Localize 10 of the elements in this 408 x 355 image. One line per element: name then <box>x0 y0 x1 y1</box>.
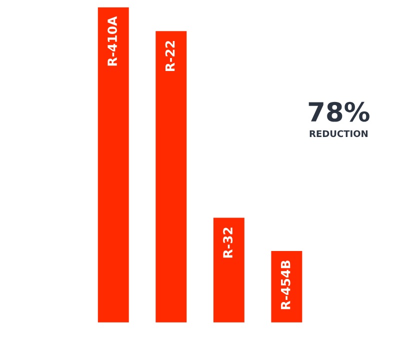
x-tick-label: R-410A <box>108 16 117 66</box>
x-tick-label: R-454B <box>281 260 290 310</box>
bar <box>212 216 246 324</box>
annotation: REDUCTION <box>310 130 368 138</box>
bar <box>96 6 130 324</box>
x-tick-label: R-32 <box>223 228 233 258</box>
bar <box>270 250 304 324</box>
bar <box>154 30 188 324</box>
annotation: 78% <box>308 102 370 122</box>
x-tick-label: R-22 <box>165 41 175 71</box>
